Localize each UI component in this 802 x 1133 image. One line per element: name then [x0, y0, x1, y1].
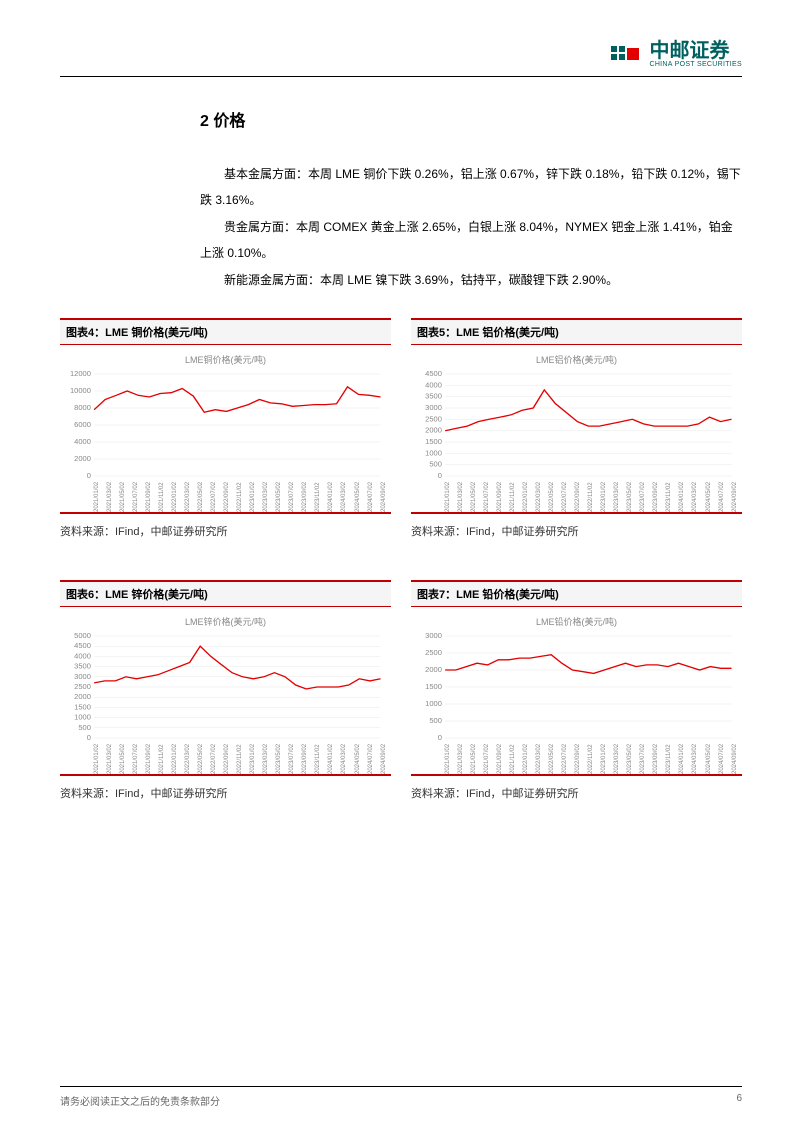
chart-6-xaxis: 2021/01/022021/03/022021/05/022021/07/02… — [64, 742, 387, 777]
chart-6: 图表6：LME 锌价格(美元/吨) LME锌价格(美元/吨) 050010001… — [60, 580, 391, 802]
svg-text:4000: 4000 — [425, 381, 442, 390]
chart-7-xaxis: 2021/01/022021/03/022021/05/022021/07/02… — [415, 742, 738, 777]
svg-text:500: 500 — [429, 716, 442, 725]
logo-icon — [609, 40, 641, 68]
svg-text:3500: 3500 — [74, 662, 91, 671]
svg-text:1000: 1000 — [425, 449, 442, 458]
svg-text:1000: 1000 — [74, 713, 91, 722]
chart-5-source: 资料来源：IFind，中邮证券研究所 — [411, 526, 578, 538]
footer-left: 请务必阅读正文之后的免责条款部分 — [60, 1093, 220, 1108]
svg-text:2000: 2000 — [425, 665, 442, 674]
chart-5-inner-title: LME铝价格(美元/吨) — [415, 353, 738, 366]
chart-4-source-rule: 资料来源：IFind，中邮证券研究所 — [60, 512, 391, 540]
svg-text:2500: 2500 — [74, 682, 91, 691]
svg-text:10000: 10000 — [70, 386, 91, 395]
charts-row-1: 图表4：LME 铜价格(美元/吨) LME铜价格(美元/吨) 0 2000 4000… — [60, 318, 742, 540]
svg-text:500: 500 — [429, 460, 442, 469]
page-container: 中邮证券 CHINA POST SECURITIES 2 价格 基本金属方面：本… — [0, 0, 802, 1133]
chart-6-title: 图表6：LME 锌价格(美元/吨) — [60, 580, 391, 607]
chart-6-source-rule: 资料来源：IFind，中邮证券研究所 — [60, 774, 391, 802]
page-header: 中邮证券 CHINA POST SECURITIES — [60, 40, 742, 68]
chart-5-area: LME铝价格(美元/吨) 0 500 1000 1500 2000 2500 3000 350… — [411, 345, 742, 510]
paragraph-2: 贵金属方面：本周 COMEX 黄金上涨 2.65%，白银上涨 8.04%，NYM… — [200, 214, 742, 267]
svg-text:6000: 6000 — [74, 420, 91, 429]
chart-4-source: 资料来源：IFind，中邮证券研究所 — [60, 526, 227, 538]
svg-text:4500: 4500 — [74, 641, 91, 650]
svg-text:0: 0 — [438, 733, 442, 742]
footer-page-number: 6 — [736, 1093, 742, 1108]
svg-text:3000: 3000 — [74, 672, 91, 681]
svg-text:5000: 5000 — [74, 632, 91, 640]
chart-4-area: LME铜价格(美元/吨) 0 2000 4000 6000 8000 10000 12000… — [60, 345, 391, 510]
chart-7: 图表7：LME 铅价格(美元/吨) LME铅价格(美元/吨) 0 500 1000 1… — [411, 580, 742, 802]
chart-7-inner-title: LME铅价格(美元/吨) — [415, 615, 738, 628]
svg-text:0: 0 — [87, 733, 91, 742]
chart-7-area: LME铅价格(美元/吨) 0 500 1000 1500 2000 2500 3000 20… — [411, 607, 742, 772]
charts-row-2: 图表6：LME 锌价格(美元/吨) LME锌价格(美元/吨) 050010001… — [60, 580, 742, 802]
svg-text:500: 500 — [78, 723, 91, 732]
logo-sub: CHINA POST SECURITIES — [649, 61, 742, 68]
svg-text:2500: 2500 — [425, 415, 442, 424]
logo: 中邮证券 CHINA POST SECURITIES — [609, 40, 742, 68]
logo-main: 中邮证券 — [649, 41, 742, 61]
svg-text:8000: 8000 — [74, 403, 91, 412]
svg-text:3500: 3500 — [425, 392, 442, 401]
chart-6-source: 资料来源：IFind，中邮证券研究所 — [60, 788, 227, 800]
chart-4: 图表4：LME 铜价格(美元/吨) LME铜价格(美元/吨) 0 2000 4000… — [60, 318, 391, 540]
svg-text:12000: 12000 — [70, 370, 91, 378]
paragraph-1: 基本金属方面：本周 LME 铜价下跌 0.26%，铝上涨 0.67%，锌下跌 0… — [200, 161, 742, 214]
svg-text:1500: 1500 — [425, 682, 442, 691]
svg-text:1000: 1000 — [425, 699, 442, 708]
svg-text:4000: 4000 — [74, 652, 91, 661]
svg-text:2500: 2500 — [425, 648, 442, 657]
chart-7-source-rule: 资料来源：IFind，中邮证券研究所 — [411, 774, 742, 802]
chart-6-plot: 050010001500 20002500300035004000 45005000 — [64, 632, 387, 742]
svg-text:2000: 2000 — [74, 454, 91, 463]
chart-7-title: 图表7：LME 铅价格(美元/吨) — [411, 580, 742, 607]
chart-7-plot: 0 500 1000 1500 2000 2500 3000 — [415, 632, 738, 742]
paragraph-3: 新能源金属方面：本周 LME 镍下跌 3.69%，钴持平，碳酸锂下跌 2.90%… — [200, 267, 742, 293]
chart-5-title: 图表5：LME 铝价格(美元/吨) — [411, 318, 742, 345]
body-text: 基本金属方面：本周 LME 铜价下跌 0.26%，铝上涨 0.67%，锌下跌 0… — [200, 161, 742, 293]
chart-5-xaxis: 2021/01/022021/03/022021/05/022021/07/02… — [415, 480, 738, 515]
chart-5-source-rule: 资料来源：IFind，中邮证券研究所 — [411, 512, 742, 540]
svg-text:3000: 3000 — [425, 632, 442, 640]
chart-4-inner-title: LME铜价格(美元/吨) — [64, 353, 387, 366]
svg-text:0: 0 — [87, 471, 91, 480]
svg-text:4500: 4500 — [425, 370, 442, 378]
svg-text:1500: 1500 — [425, 437, 442, 446]
svg-text:3000: 3000 — [425, 403, 442, 412]
page-footer: 请务必阅读正文之后的免责条款部分 6 — [60, 1086, 742, 1108]
header-rule — [60, 76, 742, 77]
chart-4-title: 图表4：LME 铜价格(美元/吨) — [60, 318, 391, 345]
chart-4-xaxis: 2021/01/022021/03/022021/05/022021/07/02… — [64, 480, 387, 515]
chart-7-source: 资料来源：IFind，中邮证券研究所 — [411, 788, 578, 800]
svg-text:1500: 1500 — [74, 703, 91, 712]
logo-text: 中邮证券 CHINA POST SECURITIES — [649, 41, 742, 68]
chart-6-inner-title: LME锌价格(美元/吨) — [64, 615, 387, 628]
svg-text:2000: 2000 — [425, 426, 442, 435]
svg-text:4000: 4000 — [74, 437, 91, 446]
chart-5: 图表5：LME 铝价格(美元/吨) LME铝价格(美元/吨) 0 500 1000 1… — [411, 318, 742, 540]
chart-6-area: LME锌价格(美元/吨) 050010001500 200025003000350… — [60, 607, 391, 772]
chart-5-plot: 0 500 1000 1500 2000 2500 3000 3500 4000 4500 — [415, 370, 738, 480]
svg-text:0: 0 — [438, 471, 442, 480]
svg-text:2000: 2000 — [74, 692, 91, 701]
chart-4-plot: 0 2000 4000 6000 8000 10000 12000 — [64, 370, 387, 480]
section-title: 2 价格 — [200, 107, 742, 131]
